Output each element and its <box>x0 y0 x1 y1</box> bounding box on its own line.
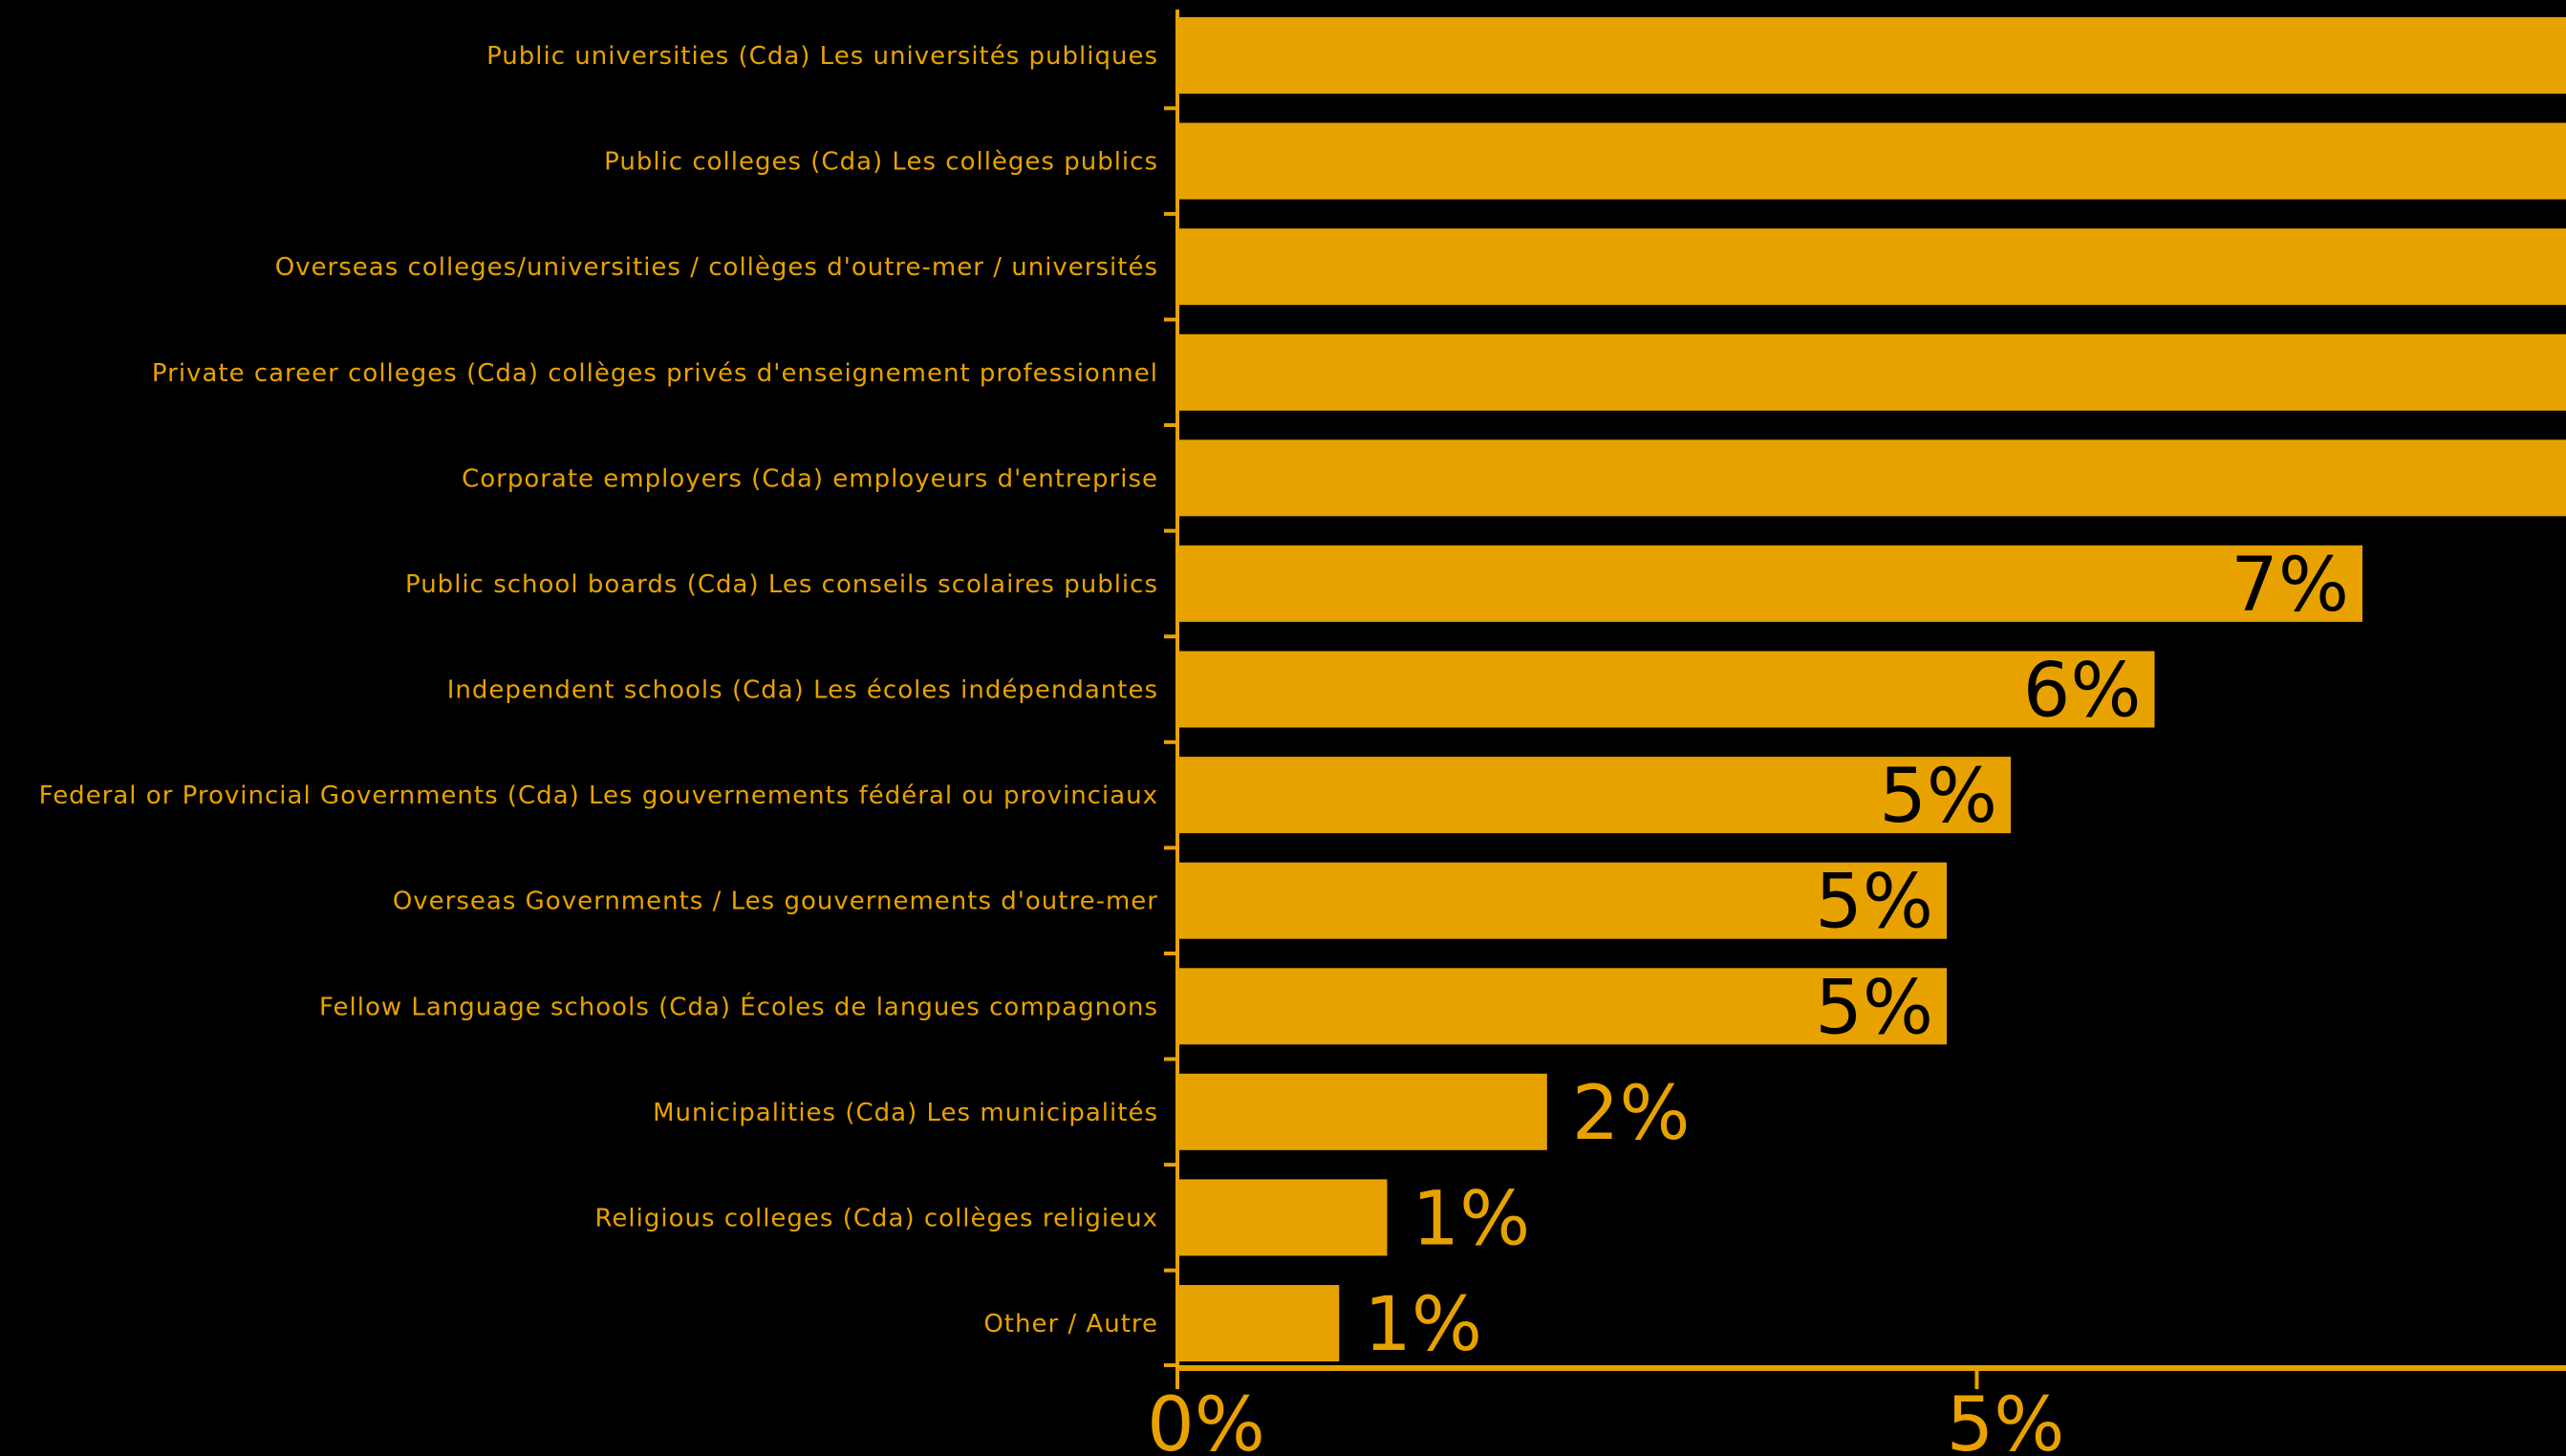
value-label: 2% <box>1572 1071 1691 1157</box>
category-label: Other / Autre <box>983 1310 1158 1338</box>
bar <box>1179 439 2566 517</box>
value-label: 1% <box>1364 1282 1482 1368</box>
category-label: Religious colleges (Cda) collèges religi… <box>595 1204 1158 1232</box>
bar <box>1179 757 2011 834</box>
category-label: Overseas colleges/universities / collège… <box>275 253 1158 282</box>
category-label: Municipalities (Cda) Les municipalités <box>653 1099 1158 1127</box>
category-label: Fellow Language schools (Cda) Écoles de … <box>319 991 1158 1021</box>
value-label: 1% <box>1412 1176 1531 1262</box>
bars-group <box>1179 17 2566 1361</box>
category-label: Federal or Provincial Governments (Cda) … <box>39 782 1158 810</box>
bar <box>1179 1179 1388 1256</box>
axes-group <box>1164 10 2566 1389</box>
value-label: 7% <box>2231 543 2349 629</box>
bar <box>1179 651 2155 728</box>
category-label: Public school boards (Cda) Les conseils … <box>405 570 1158 599</box>
value-label: 6% <box>2023 649 2142 735</box>
bar <box>1179 862 1947 939</box>
category-label: Public colleges (Cda) Les collèges publi… <box>604 148 1158 177</box>
bar <box>1179 1285 1340 1361</box>
category-label: Public universities (Cda) Les université… <box>486 42 1158 71</box>
bar <box>1179 122 2566 200</box>
x-tick-label: 0% <box>1147 1382 1265 1456</box>
value-label: 5% <box>1879 754 1997 840</box>
value-label: 5% <box>1815 860 1933 946</box>
value-label: 5% <box>1815 965 1933 1051</box>
bar <box>1179 968 1947 1045</box>
category-label: Private career colleges (Cda) collèges p… <box>152 359 1158 388</box>
bar <box>1179 1073 1547 1150</box>
bar <box>1179 228 2566 306</box>
bar <box>1179 545 2362 622</box>
category-label: Overseas Governments / Les gouvernements… <box>393 888 1158 916</box>
category-label: Independent schools (Cda) Les écoles ind… <box>447 676 1158 705</box>
bar <box>1179 333 2566 411</box>
labels-group: Public universities (Cda) Les université… <box>39 42 2349 1456</box>
bar <box>1179 17 2566 94</box>
category-label: Corporate employers (Cda) employeurs d'e… <box>462 464 1158 493</box>
x-tick-label: 5% <box>1947 1382 2065 1456</box>
